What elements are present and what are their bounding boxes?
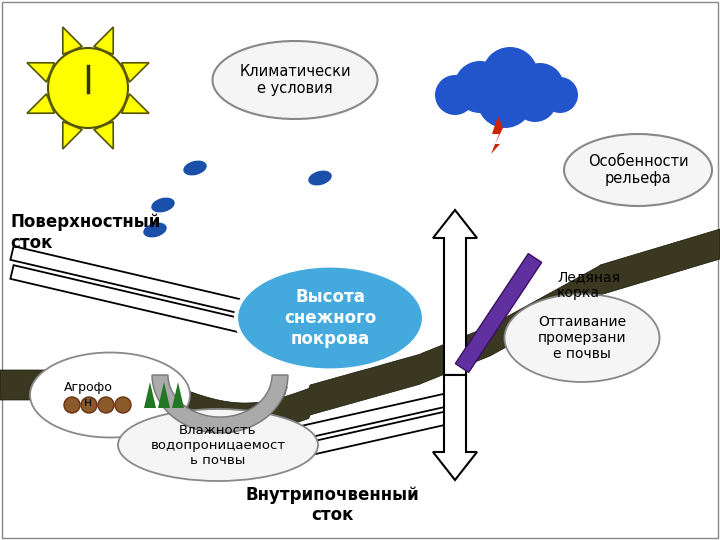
Circle shape: [98, 397, 114, 413]
FancyArrow shape: [433, 210, 477, 375]
Polygon shape: [214, 410, 456, 476]
Text: Климатически
е условия: Климатически е условия: [239, 64, 351, 96]
Text: Высота
снежного
покрова: Высота снежного покрова: [284, 288, 376, 348]
Polygon shape: [285, 312, 315, 342]
Polygon shape: [122, 94, 149, 113]
Circle shape: [48, 48, 128, 128]
Circle shape: [516, 63, 564, 111]
Polygon shape: [188, 447, 218, 475]
Circle shape: [454, 61, 506, 113]
Ellipse shape: [118, 409, 318, 481]
Ellipse shape: [151, 198, 175, 212]
Polygon shape: [214, 392, 456, 458]
Ellipse shape: [30, 353, 190, 437]
Ellipse shape: [212, 41, 377, 119]
Circle shape: [542, 77, 578, 113]
Polygon shape: [63, 122, 82, 149]
Polygon shape: [27, 63, 55, 82]
Ellipse shape: [564, 134, 712, 206]
Polygon shape: [172, 382, 184, 408]
Polygon shape: [94, 122, 113, 149]
Circle shape: [81, 397, 97, 413]
Polygon shape: [491, 116, 503, 154]
Polygon shape: [455, 254, 541, 373]
Ellipse shape: [143, 222, 167, 238]
Polygon shape: [27, 94, 55, 113]
Polygon shape: [94, 27, 113, 55]
Polygon shape: [0, 229, 720, 433]
Ellipse shape: [184, 160, 207, 176]
Polygon shape: [158, 382, 170, 408]
Text: Влажность
водопроницаемост
ь почвы: Влажность водопроницаемост ь почвы: [150, 423, 286, 467]
Polygon shape: [63, 27, 82, 55]
Polygon shape: [10, 246, 292, 325]
Text: Внутрипочвенный
сток: Внутрипочвенный сток: [245, 485, 419, 524]
Circle shape: [482, 47, 538, 103]
Circle shape: [115, 397, 131, 413]
Text: Особенности
рельефа: Особенности рельефа: [588, 154, 688, 186]
Ellipse shape: [308, 171, 332, 185]
Polygon shape: [152, 375, 288, 433]
Polygon shape: [122, 63, 149, 82]
Circle shape: [477, 72, 533, 128]
Circle shape: [435, 75, 475, 115]
Ellipse shape: [236, 266, 424, 370]
Polygon shape: [144, 382, 156, 408]
Text: Оттаивание
промерзани
е почвы: Оттаивание промерзани е почвы: [538, 315, 626, 361]
Circle shape: [64, 397, 80, 413]
Polygon shape: [10, 265, 292, 344]
Ellipse shape: [505, 294, 660, 382]
Circle shape: [513, 78, 557, 122]
FancyArrow shape: [433, 375, 477, 480]
Text: Ледяная
корка: Ледяная корка: [557, 270, 620, 300]
Text: Агрофо
н: Агрофо н: [63, 381, 112, 409]
Text: Поверхностный
сток: Поверхностный сток: [10, 213, 161, 252]
